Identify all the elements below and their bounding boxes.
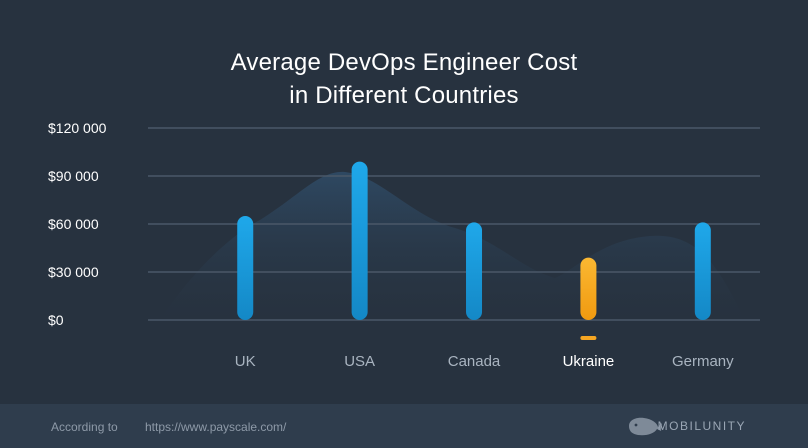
bar-uk bbox=[237, 216, 254, 320]
x-tick-label: Germany bbox=[672, 353, 734, 370]
x-tick-label: Canada bbox=[448, 353, 501, 370]
x-tick-label: USA bbox=[344, 353, 375, 370]
y-tick-label: $90 000 bbox=[48, 168, 99, 184]
bar-canada bbox=[466, 222, 483, 320]
highlight-marker bbox=[580, 336, 597, 340]
chart-title: Average DevOps Engineer Cost in Differen… bbox=[0, 46, 808, 112]
y-tick-label: $60 000 bbox=[48, 216, 99, 232]
chart-title-line-1: Average DevOps Engineer Cost bbox=[230, 49, 578, 76]
y-tick-label: $0 bbox=[48, 312, 64, 328]
according-label: According to bbox=[51, 420, 118, 434]
background-hills bbox=[160, 171, 745, 320]
x-tick-label: Ukraine bbox=[563, 353, 615, 370]
whale-icon bbox=[629, 417, 662, 436]
x-tick-label: UK bbox=[235, 353, 256, 370]
bar-germany bbox=[694, 222, 711, 320]
y-tick-label: $120 000 bbox=[48, 120, 107, 136]
bar-usa bbox=[351, 161, 368, 320]
footer: According to https://www.payscale.com/ M… bbox=[0, 404, 808, 448]
y-tick-label: $30 000 bbox=[48, 264, 99, 280]
brand-name: MOBILUNITY bbox=[657, 419, 746, 433]
source-link[interactable]: https://www.payscale.com/ bbox=[145, 420, 287, 434]
bar-ukraine bbox=[580, 257, 597, 320]
chart-title-line-2: in Different Countries bbox=[289, 82, 519, 109]
